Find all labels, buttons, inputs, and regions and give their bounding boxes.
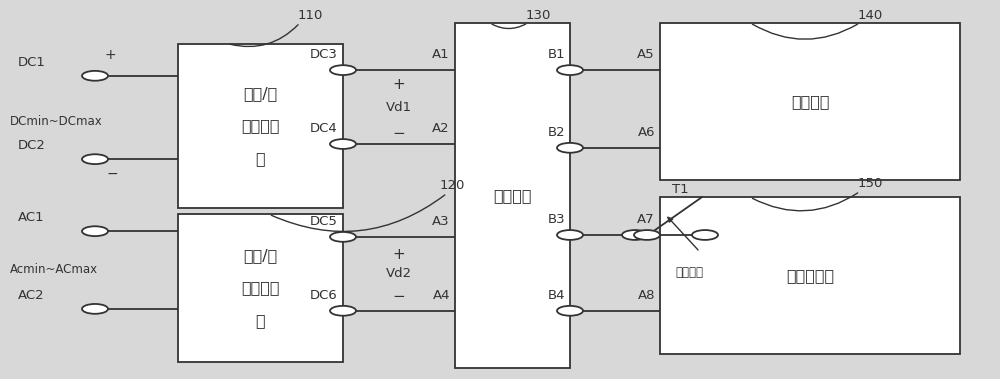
Circle shape — [557, 230, 583, 240]
Text: 150: 150 — [857, 177, 883, 190]
Text: A8: A8 — [638, 289, 655, 302]
Text: 控制信号: 控制信号 — [675, 266, 703, 279]
Text: A7: A7 — [637, 213, 655, 226]
Text: B3: B3 — [547, 213, 565, 226]
Text: A3: A3 — [432, 215, 450, 228]
Text: AC2: AC2 — [18, 289, 45, 302]
Text: +: + — [104, 48, 116, 62]
Text: +: + — [393, 77, 405, 92]
Text: A4: A4 — [432, 289, 450, 302]
Text: DC6: DC6 — [310, 289, 338, 302]
Text: 交流/直: 交流/直 — [243, 248, 278, 263]
Text: 120: 120 — [439, 179, 465, 192]
Text: B4: B4 — [548, 289, 565, 302]
Bar — [178, 214, 343, 362]
Text: A6: A6 — [638, 126, 655, 139]
Circle shape — [82, 304, 108, 314]
Circle shape — [557, 65, 583, 75]
Bar — [178, 44, 343, 208]
Text: A2: A2 — [432, 122, 450, 135]
Circle shape — [557, 306, 583, 316]
Text: Vd2: Vd2 — [386, 267, 412, 280]
Text: B1: B1 — [547, 49, 565, 61]
Circle shape — [557, 143, 583, 153]
Bar — [660, 23, 960, 180]
Text: +: + — [393, 247, 405, 262]
Text: −: − — [393, 289, 405, 304]
Text: A5: A5 — [637, 49, 655, 61]
Text: 元: 元 — [256, 151, 265, 166]
Text: 接触器线包: 接触器线包 — [786, 268, 834, 283]
Text: Vd1: Vd1 — [386, 100, 412, 114]
Text: B2: B2 — [547, 126, 565, 139]
Text: AC1: AC1 — [18, 211, 45, 224]
Text: −: − — [106, 168, 118, 181]
Circle shape — [330, 65, 356, 75]
Text: 元: 元 — [256, 313, 265, 328]
Text: 130: 130 — [525, 9, 551, 22]
Bar — [660, 197, 960, 354]
Text: A1: A1 — [432, 49, 450, 61]
Text: 110: 110 — [297, 9, 323, 22]
Text: DC1: DC1 — [18, 56, 46, 69]
Circle shape — [82, 154, 108, 164]
Text: DCmin~DCmax: DCmin~DCmax — [10, 115, 103, 128]
Text: 流转换单: 流转换单 — [241, 280, 280, 296]
Text: DC3: DC3 — [310, 49, 338, 61]
Text: DC2: DC2 — [18, 139, 46, 152]
Circle shape — [82, 71, 108, 81]
Circle shape — [330, 306, 356, 316]
Text: 140: 140 — [857, 9, 883, 22]
Circle shape — [622, 230, 648, 240]
Text: −: − — [393, 126, 405, 141]
Text: DC4: DC4 — [310, 122, 338, 135]
Bar — [455, 23, 570, 368]
Text: 流转换单: 流转换单 — [241, 119, 280, 133]
Circle shape — [634, 230, 660, 240]
Text: DC5: DC5 — [310, 215, 338, 228]
Circle shape — [82, 226, 108, 236]
Text: 选择单元: 选择单元 — [493, 188, 532, 203]
Circle shape — [692, 230, 718, 240]
Text: 直流/直: 直流/直 — [243, 86, 278, 101]
Circle shape — [330, 139, 356, 149]
Text: 储能单元: 储能单元 — [791, 94, 829, 109]
Circle shape — [330, 232, 356, 242]
Text: Acmin~ACmax: Acmin~ACmax — [10, 263, 98, 276]
Text: T1: T1 — [672, 183, 688, 196]
